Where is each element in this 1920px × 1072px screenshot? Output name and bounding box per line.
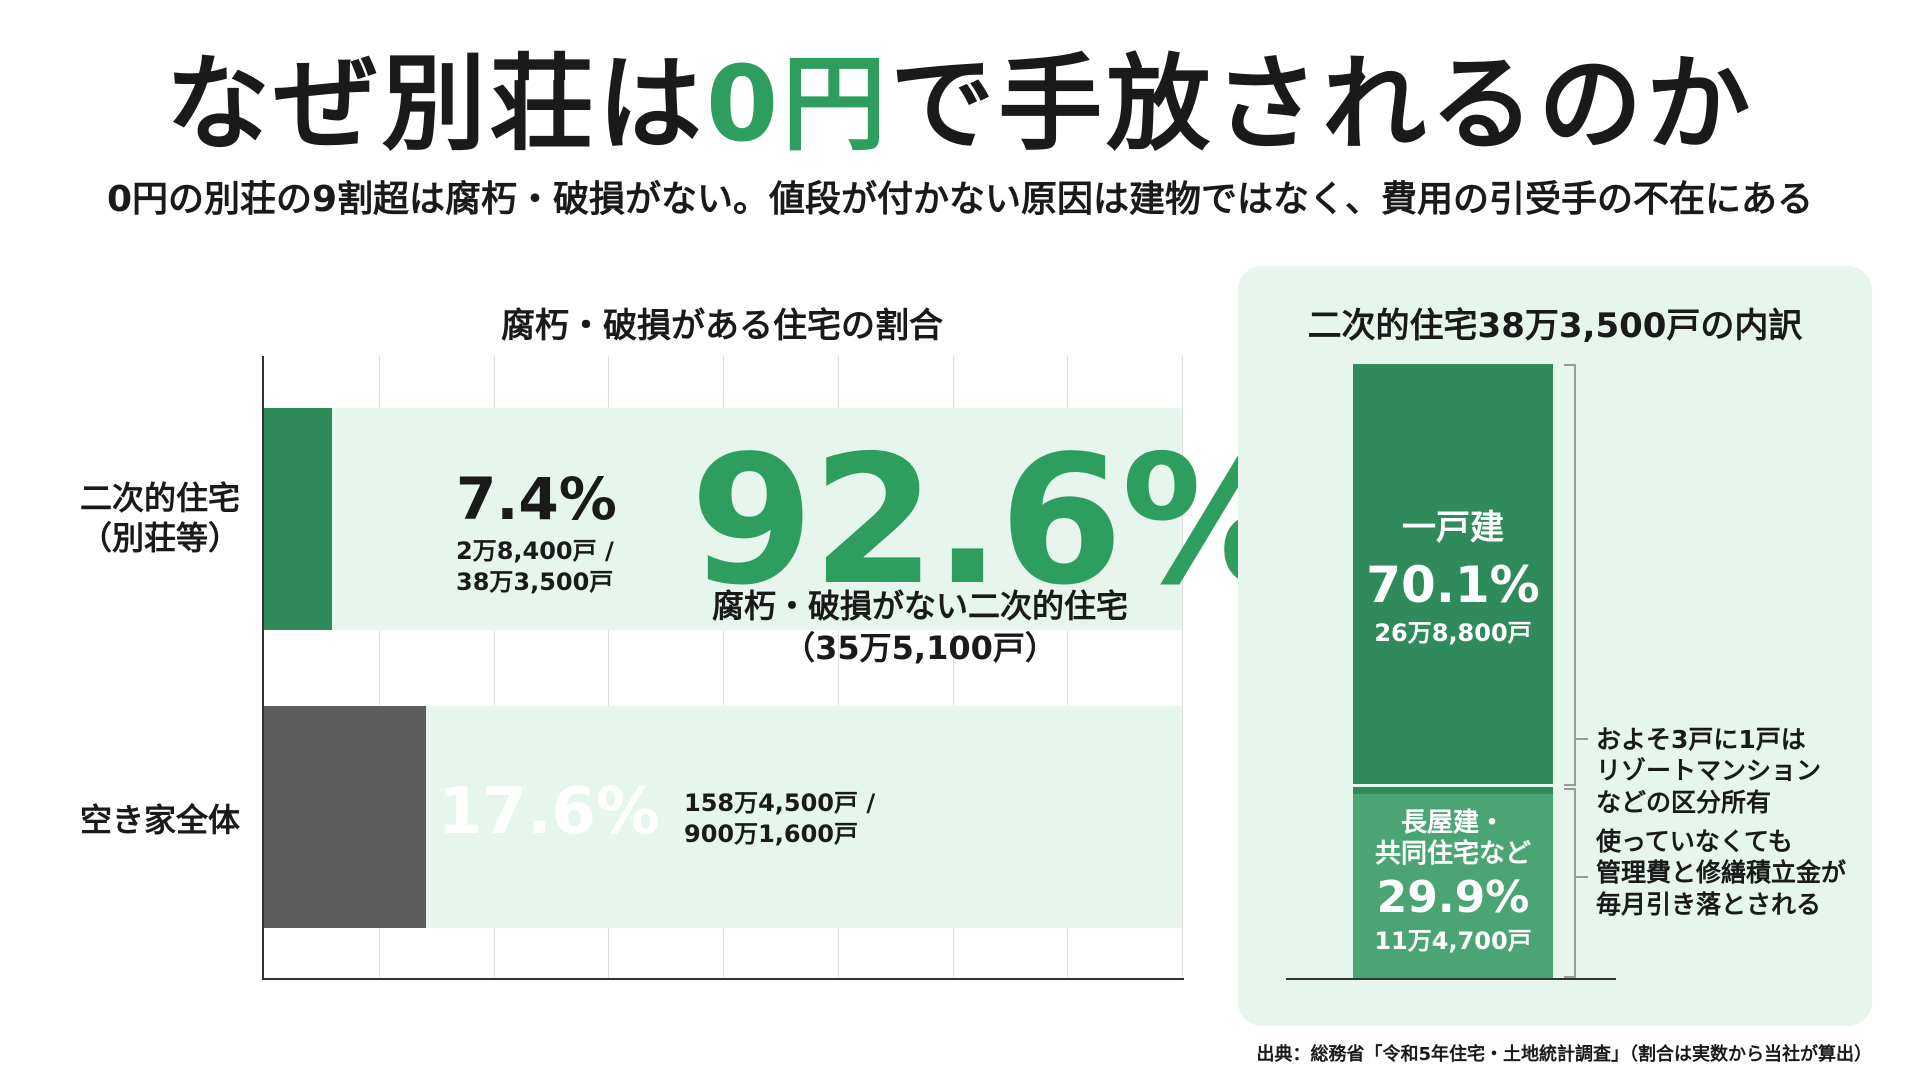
- segment-detached-labels: 一戸建 70.1% 26万8,800戸: [1353, 508, 1553, 648]
- count-label-vacant: 158万4,500戸 / 900万1,600戸: [684, 788, 875, 850]
- remainder-band-vacant: [425, 706, 1182, 928]
- gridline: [723, 356, 724, 978]
- segment-apartment-name-line2: 共同住宅など: [1374, 839, 1531, 870]
- note-upper: およそ3戸に1戸は リゾートマンション などの区分所有: [1596, 724, 1821, 818]
- note-upper-line1: およそ3戸に1戸は: [1596, 725, 1806, 754]
- segment-divider: [1353, 784, 1553, 787]
- note-upper-line3: などの区分所有: [1596, 787, 1772, 817]
- row-label-secondary-line2: （別荘等）: [79, 519, 240, 557]
- segment-apartment-labels: 長屋建・ 共同住宅など 29.9% 11万4,700戸: [1353, 808, 1553, 956]
- right-chart-title: 二次的住宅38万3,500戸の内訳: [1307, 306, 1803, 346]
- count-secondary-line2: 38万3,500戸: [456, 568, 614, 597]
- remainder-caption: 腐朽・破損がない二次的住宅 （35万5,100戸）: [660, 586, 1180, 669]
- note-upper-line2: リゾートマンション: [1596, 756, 1822, 786]
- row-label-secondary-line1: 二次的住宅: [79, 479, 240, 517]
- gridline: [952, 356, 954, 978]
- title-accent: 0円: [705, 43, 891, 165]
- gridline: [493, 356, 495, 978]
- note-lower-line2: 管理費と修繕積立金が: [1596, 858, 1847, 888]
- page-subtitle: 0円の別荘の9割超は腐朽・破損がない。値段が付かない原因は建物ではなく、費用の引…: [106, 179, 1814, 220]
- stack-segment-detached: [1353, 364, 1553, 795]
- remainder-caption-line1: 腐朽・破損がない二次的住宅: [711, 587, 1128, 625]
- row-label-vacant: 空き家全体: [79, 801, 240, 839]
- left-chart-title: 腐朽・破損がある住宅の割合: [501, 306, 943, 346]
- breakdown-panel: [1238, 266, 1872, 1026]
- count-vacant-line1: 158万4,500戸 /: [684, 789, 876, 817]
- stack-baseline: [1286, 978, 1616, 980]
- bar-secondary-housing: [264, 408, 332, 630]
- bracket-detached-tick: [1576, 738, 1588, 740]
- title-pre: なぜ別荘は: [165, 43, 706, 165]
- segment-apartment-value: 29.9%: [1376, 872, 1530, 924]
- segment-apartment-name-line1: 長屋建・: [1400, 808, 1505, 838]
- gridline: [378, 356, 380, 978]
- segment-detached-count: 26万8,800戸: [1374, 618, 1532, 647]
- remainder-band-secondary: [331, 408, 1182, 630]
- row-label-secondary: 二次的住宅 （別荘等）: [80, 478, 240, 558]
- page-title: なぜ別荘は0円で手放されるのか: [0, 52, 1920, 156]
- remainder-value-label: 92.6%: [690, 417, 1300, 624]
- count-secondary-line1: 2万8,400戸 /: [456, 537, 614, 565]
- remainder-caption-line2: （35万5,100戸）: [783, 628, 1057, 667]
- bar-vacant-total: [264, 706, 426, 928]
- segment-apartment-count: 11万4,700戸: [1374, 927, 1532, 956]
- bracket-apartment-tick: [1576, 876, 1588, 878]
- bracket-detached: [1564, 364, 1576, 786]
- bracket-apartment: [1564, 788, 1576, 978]
- gridline: [1067, 356, 1069, 978]
- title-post: で手放されるのか: [890, 43, 1755, 165]
- y-axis-line: [262, 356, 264, 978]
- source-note: 出典：総務省「令和5年住宅・土地統計調査」（割合は実数から当社が算出）: [1256, 1044, 1872, 1065]
- segment-detached-name: 一戸建: [1402, 508, 1504, 548]
- value-label-vacant: 17.6%: [437, 775, 660, 849]
- x-axis-line: [262, 978, 1184, 980]
- gridline: [1182, 356, 1183, 978]
- gridline: [837, 356, 839, 978]
- note-lower-line3: 毎月引き落とされる: [1596, 889, 1822, 919]
- gridline: [608, 356, 610, 978]
- count-label-secondary: 2万8,400戸 / 38万3,500戸: [456, 536, 614, 598]
- value-label-secondary: 7.4%: [456, 465, 617, 533]
- count-vacant-line2: 900万1,600戸: [684, 820, 859, 849]
- note-lower-line1: 使っていなくても: [1596, 827, 1793, 856]
- segment-detached-value: 70.1%: [1366, 555, 1540, 614]
- note-lower: 使っていなくても 管理費と修繕積立金が 毎月引き落とされる: [1596, 826, 1846, 920]
- stack-segment-apartment: [1353, 794, 1553, 978]
